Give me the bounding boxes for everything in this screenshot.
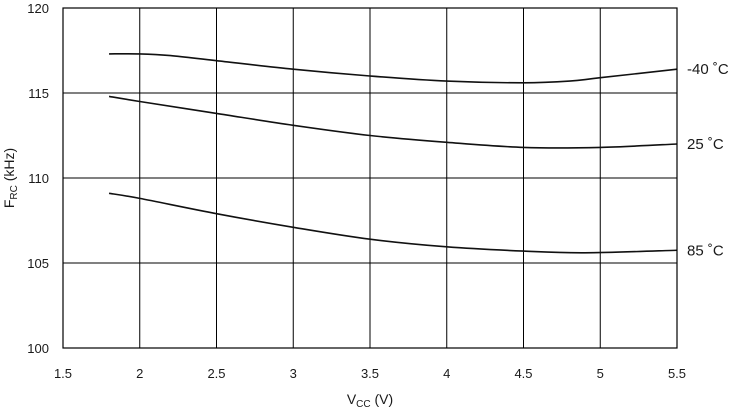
x-axis-label-main: V xyxy=(347,391,357,407)
y-axis-label: FRC (kHz) xyxy=(1,148,20,208)
x-axis-label-sub: CC xyxy=(356,399,370,410)
y-tick-label: 105 xyxy=(27,256,49,271)
series-label: -40 ˚C xyxy=(687,61,729,78)
series-line xyxy=(109,52,678,84)
series-label: 25 ˚C xyxy=(687,136,724,153)
plot-frame xyxy=(62,7,678,349)
series-labels: -40 ˚C 25 ˚C 85 ˚C xyxy=(687,61,729,259)
x-tick-labels: 1.5 2 2.5 3 3.5 4 4.5 5 5.5 xyxy=(54,366,686,381)
series-line xyxy=(108,95,678,149)
x-tick-label: 5.5 xyxy=(668,366,686,381)
x-axis-label: VCC (V) xyxy=(347,391,393,410)
series-lines xyxy=(108,52,678,254)
x-tick-label: 4 xyxy=(443,366,450,381)
x-tick-label: 5 xyxy=(597,366,604,381)
y-tick-label: 110 xyxy=(28,171,49,186)
y-axis-label-main: F xyxy=(1,200,17,209)
y-axis-label-sub: RC xyxy=(9,185,20,199)
y-tick-label: 115 xyxy=(28,86,49,101)
y-axis-label-unit: (kHz) xyxy=(1,148,17,185)
y-tick-label: 100 xyxy=(27,341,49,356)
x-tick-label: 2.5 xyxy=(207,366,225,381)
series-label: 85 ˚C xyxy=(687,242,724,259)
x-axis-label-unit: (V) xyxy=(371,391,394,407)
y-tick-label: 120 xyxy=(27,1,49,16)
x-tick-label: 3.5 xyxy=(361,366,379,381)
grid xyxy=(63,8,677,348)
x-tick-label: 2 xyxy=(136,366,143,381)
x-tick-label: 1.5 xyxy=(54,366,72,381)
x-tick-label: 3 xyxy=(290,366,297,381)
x-tick-label: 4.5 xyxy=(514,366,532,381)
y-tick-labels: 100 105 110 115 120 xyxy=(27,1,49,356)
series-line xyxy=(108,192,678,254)
